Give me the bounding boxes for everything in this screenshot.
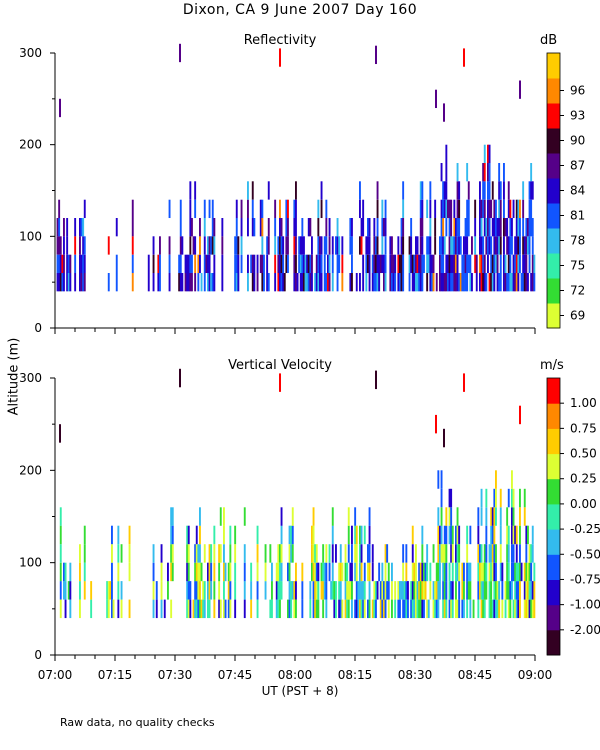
- colorbar-segment: [547, 529, 560, 555]
- colorbar-tick-label: 1.00: [570, 396, 597, 410]
- colorbar-segment: [547, 453, 560, 480]
- colorbar-frame: [546, 377, 561, 656]
- figure-title: Dixon, CA 9 June 2007 Day 160: [182, 2, 418, 18]
- y-tick-label: 300: [19, 46, 42, 60]
- velocity-panel-title: Vertical Velocity: [228, 358, 332, 373]
- colorbar-segment: [547, 604, 560, 631]
- velocity-colorbar-unit: m/s: [540, 358, 564, 373]
- x-tick-label: 08:30: [398, 668, 433, 682]
- colorbar-tick-label: -2.00: [570, 623, 600, 637]
- colorbar-segment: [547, 378, 560, 404]
- colorbar-tick-label: 0.25: [570, 472, 597, 486]
- y-tick-label: 300: [19, 371, 42, 385]
- colorbar-tick-label: 0.50: [570, 447, 597, 461]
- colorbar-segment: [547, 253, 560, 279]
- colorbar-tick-label: -0.25: [570, 522, 600, 536]
- colorbar-tick-label: 81: [570, 209, 585, 223]
- colorbar-segment: [547, 53, 560, 79]
- x-tick-label: 09:00: [518, 668, 553, 682]
- colorbar-segment: [547, 629, 560, 656]
- colorbar-segment: [547, 128, 560, 154]
- colorbar-tick-label: 72: [570, 284, 585, 298]
- colorbar-tick-label: 96: [570, 84, 585, 98]
- colorbar-segment: [547, 228, 560, 254]
- y-tick-label: 100: [19, 229, 42, 243]
- colorbar-tick-label: 69: [570, 309, 585, 323]
- x-tick-label: 08:15: [338, 668, 373, 682]
- colorbar-segment: [547, 203, 560, 229]
- reflectivity-panel-title: Reflectivity: [243, 33, 317, 48]
- x-axis-label: UT (PST + 8): [261, 684, 339, 698]
- x-tick-label: 07:45: [218, 668, 253, 682]
- x-tick-label: 07:00: [38, 668, 73, 682]
- colorbar-segment: [547, 403, 560, 429]
- colorbar-tick-label: 78: [570, 234, 585, 248]
- colorbar-tick-label: 0.00: [570, 497, 597, 511]
- colorbar-tick-label: -0.50: [570, 547, 600, 561]
- colorbar-segment: [547, 303, 560, 329]
- y-tick-label: 0: [34, 648, 42, 662]
- footnote: Raw data, no quality checks: [60, 716, 215, 729]
- colorbar-tick-label: -0.75: [570, 572, 600, 586]
- colorbar-tick-label: -1.00: [570, 598, 600, 612]
- colorbar-segment: [547, 78, 560, 104]
- colorbar-tick-label: 87: [570, 159, 585, 173]
- y-tick-label: 200: [19, 463, 42, 477]
- y-tick-label: 0: [34, 321, 42, 335]
- colorbar-segment: [547, 178, 560, 204]
- velocity-data: [59, 368, 536, 619]
- colorbar-segment: [547, 478, 560, 505]
- colorbar-tick-label: 0.75: [570, 421, 597, 435]
- x-tick-label: 08:00: [278, 668, 313, 682]
- y-tick-label: 100: [19, 556, 42, 570]
- colorbar-tick-label: 93: [570, 109, 585, 123]
- reflectivity-colorbar-unit: dB: [540, 33, 558, 48]
- colorbar-segment: [547, 428, 560, 455]
- colorbar-tick-label: 90: [570, 134, 585, 148]
- colorbar-tick-label: 75: [570, 259, 585, 273]
- colorbar-segment: [547, 103, 560, 129]
- colorbar-segment: [547, 278, 560, 304]
- x-tick-label: 08:45: [458, 668, 493, 682]
- y-tick-label: 200: [19, 138, 42, 152]
- colorbar-segment: [547, 554, 560, 580]
- colorbar-segment: [547, 503, 560, 530]
- colorbar-tick-label: 84: [570, 184, 585, 198]
- colorbar-segment: [547, 579, 560, 606]
- x-tick-label: 07:15: [98, 668, 133, 682]
- colorbar-segment: [547, 153, 560, 179]
- reflectivity-data: [56, 43, 536, 292]
- x-tick-label: 07:30: [158, 668, 193, 682]
